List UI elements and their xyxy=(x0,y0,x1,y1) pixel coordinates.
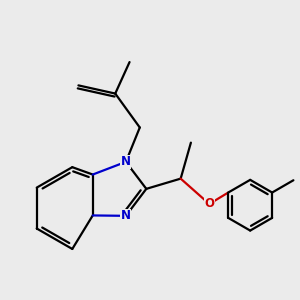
Text: N: N xyxy=(121,155,131,168)
Text: N: N xyxy=(121,209,131,222)
Text: O: O xyxy=(204,197,214,211)
